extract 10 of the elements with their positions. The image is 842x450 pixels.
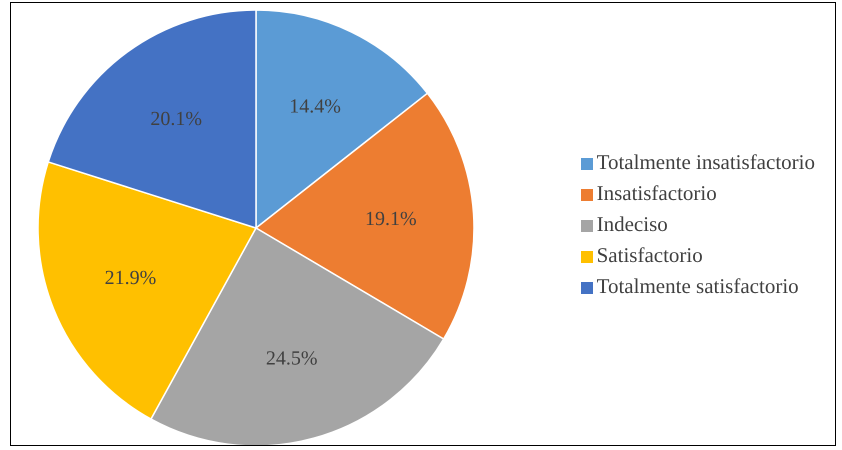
legend-label: Insatisfactorio (596, 180, 717, 204)
legend-label: Satisfactorio (596, 242, 703, 266)
data-label: 14.4% (289, 95, 341, 118)
legend-label: Indeciso (596, 212, 668, 236)
data-label: 20.1% (150, 108, 202, 130)
legend-label: Totalmente satisfactorio (596, 274, 799, 298)
data-label: 19.1% (365, 208, 417, 230)
data-label: 24.5% (266, 347, 318, 370)
data-label: 21.9% (104, 267, 156, 290)
legend-label: Totalmente insatisfactorio (596, 150, 815, 174)
